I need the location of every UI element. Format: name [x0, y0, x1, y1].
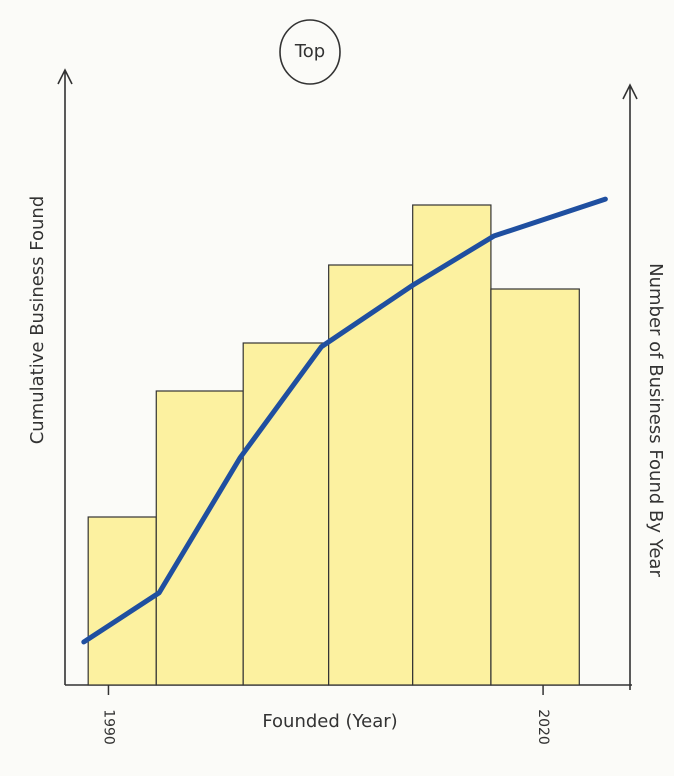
x-axis-label: Founded (Year): [262, 711, 397, 732]
bar: [155, 390, 244, 686]
x-tick-label: 1990: [100, 709, 116, 745]
cumulative-line: [81, 196, 608, 645]
bar: [412, 204, 492, 686]
chart-title: Top: [294, 41, 325, 62]
bar: [328, 264, 414, 686]
y2-axis: [622, 83, 638, 690]
y-axis-label: Cumulative Business Found: [27, 196, 48, 445]
x-tick-label: 2020: [535, 709, 551, 745]
y-axis: [57, 68, 73, 685]
title-circle: [279, 19, 341, 85]
y2-axis-label: Number of Business Found By Year: [645, 263, 666, 577]
bar: [490, 288, 580, 686]
